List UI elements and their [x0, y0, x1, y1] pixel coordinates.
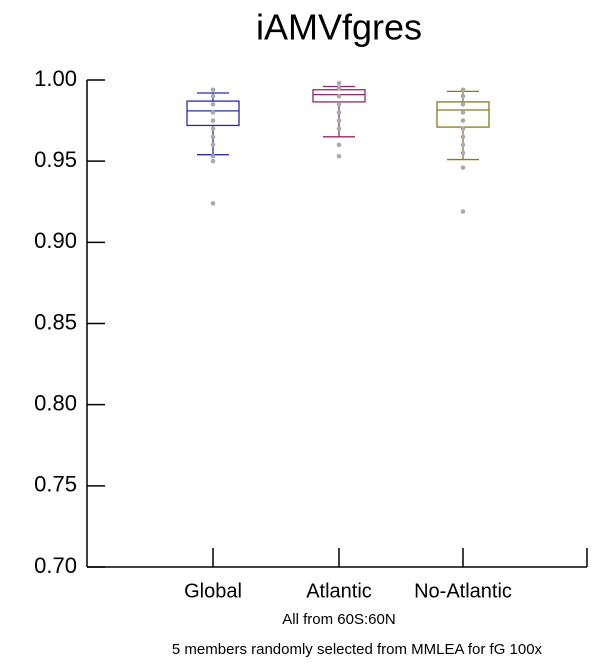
- member-point: [210, 158, 216, 164]
- member-point: [336, 126, 342, 131]
- member-point: [460, 110, 466, 115]
- subtitle: All from 60S:60N: [282, 611, 395, 628]
- member-point: [210, 87, 216, 93]
- member-point: [460, 126, 466, 131]
- member-point: [460, 134, 466, 140]
- member-point: [210, 126, 216, 131]
- member-point: [210, 110, 216, 115]
- member-point: [210, 93, 216, 99]
- member-point: [336, 102, 342, 107]
- member-point: [460, 102, 466, 107]
- member-point: [460, 150, 466, 156]
- box: [186, 100, 240, 127]
- member-point: [336, 93, 342, 99]
- x-tick-label: Global: [184, 580, 242, 602]
- y-tick-label: 0.70: [34, 553, 77, 578]
- y-tick-label: 0.85: [34, 309, 77, 334]
- member-point: [210, 153, 216, 159]
- footnote: 5 members randomly selected from MMLEA f…: [172, 641, 543, 658]
- y-tick-label: 0.75: [34, 472, 77, 497]
- y-tick-label: 0.95: [34, 147, 77, 172]
- y-tick-label: 0.90: [34, 228, 77, 253]
- member-point: [336, 110, 342, 115]
- member-point: [460, 118, 466, 123]
- member-point: [210, 134, 216, 140]
- y-tick-label: 1.00: [34, 66, 77, 91]
- member-point: [210, 201, 216, 206]
- member-point: [460, 87, 466, 93]
- member-point: [460, 142, 466, 148]
- y-tick-label: 0.80: [34, 390, 77, 415]
- member-point: [336, 153, 342, 159]
- member-point: [460, 93, 466, 99]
- member-point: [210, 102, 216, 107]
- member-point: [336, 142, 342, 148]
- member-point: [210, 142, 216, 148]
- member-point: [336, 85, 342, 91]
- x-tick-label: No-Atlantic: [414, 580, 512, 602]
- member-point: [460, 209, 466, 214]
- x-tick-label: Atlantic: [306, 580, 372, 602]
- member-point: [210, 118, 216, 123]
- member-point: [336, 118, 342, 123]
- chart-title: iAMVfgres: [256, 7, 422, 48]
- member-point: [336, 80, 342, 86]
- member-point: [460, 165, 466, 170]
